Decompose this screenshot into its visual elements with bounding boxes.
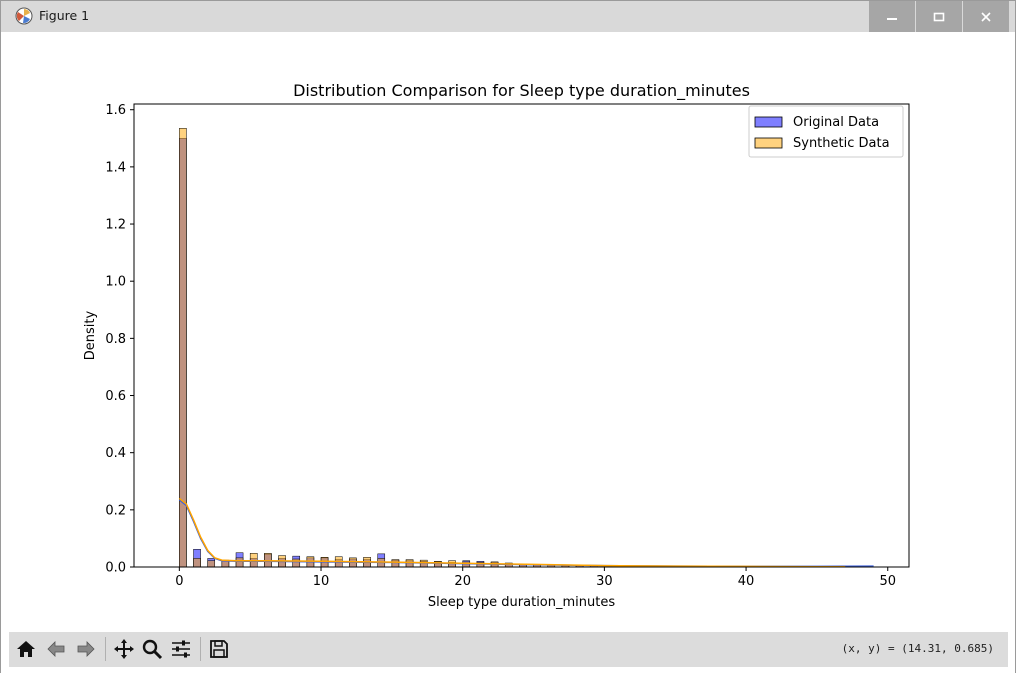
legend: Original Data Synthetic Data <box>748 105 904 158</box>
y-tick-label: 1.2 <box>105 218 126 233</box>
synthetic-kde-line <box>178 497 846 568</box>
x-axis-label: Sleep type duration_minutes <box>428 595 615 610</box>
x-tick-label: 40 <box>738 574 755 589</box>
y-tick-label: 0.0 <box>105 561 126 576</box>
legend-swatch-original <box>754 116 783 128</box>
legend-swatch-synthetic <box>754 137 783 149</box>
synthetic-bar <box>391 559 400 568</box>
pan-icon <box>114 639 134 659</box>
close-button[interactable] <box>963 1 1009 32</box>
window-title: Figure 1 <box>39 8 90 23</box>
synthetic-bar <box>207 560 216 568</box>
configure-subplots-button[interactable] <box>168 636 194 662</box>
y-tick-label: 0.6 <box>105 389 126 404</box>
back-button[interactable] <box>43 636 69 662</box>
synthetic-bar <box>235 557 244 568</box>
window-bottom-border <box>1 667 1015 673</box>
save-button[interactable] <box>206 636 232 662</box>
minimize-button[interactable] <box>869 1 915 32</box>
forward-icon <box>77 641 95 657</box>
x-tick-label: 30 <box>596 574 613 589</box>
home-button[interactable] <box>13 636 39 662</box>
y-tick-label: 1.4 <box>105 160 126 175</box>
matplotlib-app-icon <box>15 7 33 25</box>
x-tick-label: 20 <box>454 574 471 589</box>
y-tick-label: 1.6 <box>105 103 126 118</box>
synthetic-bar <box>292 558 301 568</box>
maximize-button[interactable] <box>916 1 962 32</box>
maximize-icon <box>933 12 945 21</box>
pan-button[interactable] <box>111 636 137 662</box>
save-icon <box>210 640 228 658</box>
toolbar-separator <box>105 637 106 661</box>
forward-button[interactable] <box>73 636 99 662</box>
y-tick-label: 0.2 <box>105 503 126 518</box>
zoom-icon <box>142 639 163 660</box>
legend-label-original: Original Data <box>793 115 879 130</box>
close-icon <box>981 11 991 22</box>
y-tick-label: 0.4 <box>105 446 126 461</box>
legend-label-synthetic: Synthetic Data <box>793 136 890 151</box>
home-icon <box>17 641 35 657</box>
cursor-coordinates: (x, y) = (14.31, 0.685) <box>841 642 994 655</box>
title-bar[interactable]: Figure 1 <box>1 1 1015 32</box>
x-tick-label: 0 <box>175 574 183 589</box>
legend-box <box>748 105 904 158</box>
configure-icon <box>172 640 190 658</box>
x-tick-label: 10 <box>313 574 330 589</box>
y-ticks: 0.0 0.2 0.4 0.6 0.8 1.0 1.2 1.4 1.6 <box>105 103 134 576</box>
y-tick-label: 1.0 <box>105 275 126 290</box>
x-tick-label: 50 <box>879 574 896 589</box>
axes-frame <box>133 103 910 568</box>
chart-title: Distribution Comparison for Sleep type d… <box>293 81 750 101</box>
back-icon <box>47 641 65 657</box>
navigation-toolbar: (x, y) = (14.31, 0.685) <box>9 632 1008 667</box>
x-ticks: 0 10 20 30 40 50 <box>175 567 896 589</box>
y-tick-label: 0.8 <box>105 332 126 347</box>
toolbar-separator <box>200 637 201 661</box>
synthetic-bar <box>193 558 201 568</box>
minimize-icon <box>887 17 897 20</box>
zoom-button[interactable] <box>139 636 165 662</box>
kde-lines <box>178 497 874 568</box>
y-axis-label: Density <box>83 310 98 360</box>
chart: 0 10 20 30 40 50 0.00.20.40.60.81.01.21.41.6 … <box>9 32 1008 632</box>
figure-canvas[interactable]: 0 10 20 30 40 50 0.0 0.2 0.4 0.6 0.8 1.0 1.2 1.4 1.6 … <box>9 32 1008 632</box>
